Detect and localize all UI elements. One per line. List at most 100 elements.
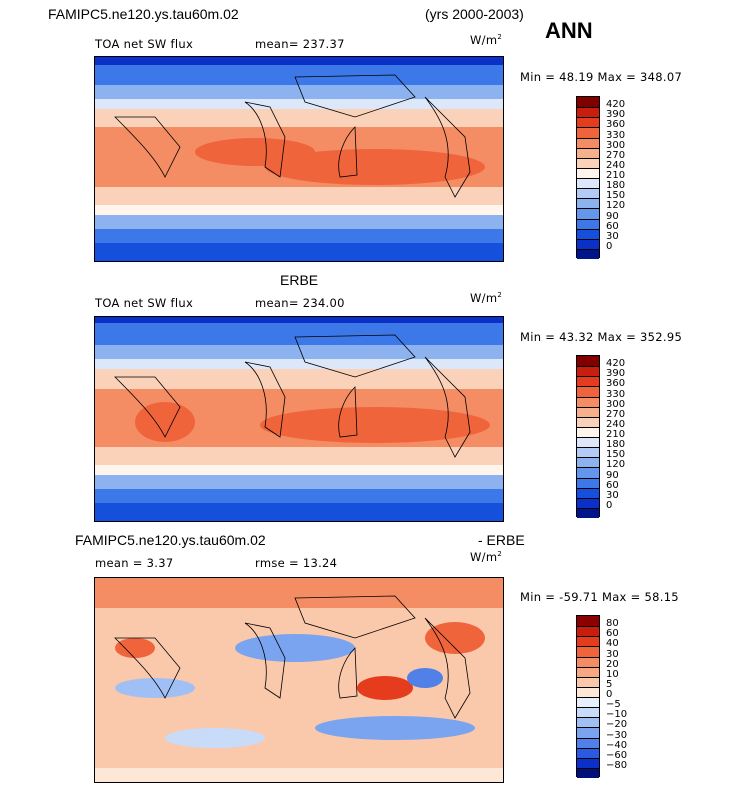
colorbar-tick-label: 390	[606, 109, 626, 121]
colorbar-tick-label: 330	[606, 129, 626, 141]
panel2-minmax: Min = 43.32 Max = 352.95	[520, 330, 683, 344]
colorbar-swatch	[577, 356, 599, 367]
panel1-mean: mean= 237.37	[255, 37, 345, 51]
colorbar-swatch	[577, 248, 599, 259]
colorbar-tick-label: 60	[606, 479, 619, 491]
panel1-field: TOA net SW flux	[95, 37, 194, 51]
colorbar-swatch	[577, 616, 599, 627]
colorbar-tick-label: −20	[606, 719, 628, 731]
colorbar-tick-label: 240	[606, 418, 626, 430]
panel3-title-right: - ERBE	[478, 532, 525, 548]
panel1-minmax: Min = 48.19 Max = 348.07	[520, 70, 683, 84]
colorbar-swatch	[577, 127, 599, 138]
colorbar-swatch	[577, 198, 599, 209]
colorbar-swatch	[577, 178, 599, 189]
colorbar-swatch	[577, 707, 599, 718]
panel1-map	[94, 56, 504, 262]
colorbar-swatch	[577, 697, 599, 708]
colorbar-tick-label: 30	[606, 230, 619, 242]
colorbar-tick-label: 5	[606, 678, 613, 690]
panel2-units: W/m2	[470, 291, 503, 305]
colorbar-swatch	[577, 416, 599, 427]
colorbar-tick-label: 210	[606, 170, 626, 181]
panel3-mean: mean = 3.37	[95, 556, 174, 570]
panel3-colorbar	[576, 615, 600, 778]
colorbar-tick-label: 90	[606, 210, 619, 222]
colorbar-tick-label: 20	[606, 658, 619, 670]
colorbar-swatch	[577, 457, 599, 468]
colorbar-tick-label: 270	[606, 149, 626, 161]
colorbar-tick-label: 120	[606, 459, 626, 471]
colorbar-swatch	[577, 167, 599, 178]
colorbar-tick-label: 0	[606, 240, 613, 252]
colorbar-swatch	[577, 188, 599, 199]
colorbar-tick-label: 300	[606, 398, 626, 410]
colorbar-swatch	[577, 497, 599, 508]
colorbar-swatch	[577, 747, 599, 758]
case-name: FAMIPC5.ne120.ys.tau60m.02	[48, 6, 239, 22]
panel3-units: W/m2	[470, 550, 503, 564]
colorbar-swatch	[577, 208, 599, 219]
colorbar-tick-label: 360	[606, 119, 626, 131]
colorbar-tick-label: 240	[606, 159, 626, 171]
colorbar-swatch	[577, 467, 599, 478]
colorbar-tick-label: 390	[606, 368, 626, 380]
colorbar-swatch	[577, 426, 599, 437]
panel2-map	[94, 316, 504, 522]
colorbar-tick-label: 180	[606, 439, 626, 451]
colorbar-swatch	[577, 447, 599, 458]
colorbar-tick-label: 80	[606, 618, 619, 630]
colorbar-tick-label: 180	[606, 180, 626, 192]
colorbar-swatch	[577, 666, 599, 677]
colorbar-tick-label: 0	[606, 689, 613, 700]
colorbar-swatch	[577, 626, 599, 637]
colorbar-tick-label: −30	[606, 729, 628, 741]
colorbar-swatch	[577, 676, 599, 687]
colorbar-tick-label: 330	[606, 388, 626, 400]
colorbar-tick-label: 360	[606, 378, 626, 390]
colorbar-tick-label: 90	[606, 469, 619, 481]
colorbar-swatch	[577, 366, 599, 377]
colorbar-swatch	[577, 487, 599, 498]
colorbar-swatch	[577, 767, 599, 778]
coastline	[114, 595, 471, 719]
colorbar-swatch	[577, 117, 599, 128]
panel3-map	[94, 577, 504, 783]
colorbar-tick-label: 150	[606, 190, 626, 202]
colorbar-swatch	[577, 717, 599, 728]
panel2-title: ERBE	[280, 272, 319, 288]
colorbar-tick-label: 0	[606, 499, 613, 511]
colorbar-swatch	[577, 406, 599, 417]
colorbar-swatch	[577, 507, 599, 518]
colorbar-swatch	[577, 157, 599, 168]
colorbar-swatch	[577, 228, 599, 239]
colorbar-tick-label: −5	[606, 699, 621, 711]
colorbar-tick-label: −80	[606, 759, 628, 771]
panel3-rmse: rmse = 13.24	[255, 556, 338, 570]
coastline	[114, 74, 471, 198]
colorbar-swatch	[577, 646, 599, 657]
colorbar-swatch	[577, 386, 599, 397]
colorbar-tick-label: 10	[606, 668, 619, 680]
season-label: ANN	[545, 18, 593, 43]
colorbar-swatch	[577, 137, 599, 148]
panel3-title-left: FAMIPC5.ne120.ys.tau60m.02	[75, 532, 266, 548]
panel2-mean: mean= 234.00	[255, 296, 345, 310]
colorbar-tick-label: 30	[606, 489, 619, 501]
colorbar-swatch	[577, 238, 599, 249]
colorbar-swatch	[577, 656, 599, 667]
colorbar-tick-label: 300	[606, 139, 626, 151]
colorbar-tick-label: 420	[606, 99, 626, 111]
colorbar-swatch	[577, 218, 599, 229]
colorbar-tick-label: 420	[606, 358, 626, 370]
years-range: (yrs 2000-2003)	[425, 6, 524, 22]
colorbar-swatch	[577, 437, 599, 448]
coastline	[114, 334, 471, 458]
colorbar-tick-label: 40	[606, 638, 619, 650]
panel1-colorbar	[576, 96, 600, 259]
colorbar-swatch	[577, 97, 599, 108]
colorbar-swatch	[577, 737, 599, 748]
colorbar-swatch	[577, 636, 599, 647]
colorbar-swatch	[577, 396, 599, 407]
colorbar-tick-label: 120	[606, 200, 626, 212]
